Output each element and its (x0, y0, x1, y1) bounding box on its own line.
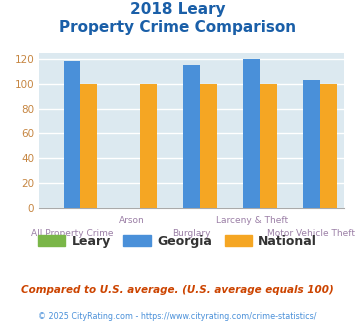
Bar (320, 84, 337, 208)
Text: Motor Vehicle Theft: Motor Vehicle Theft (267, 229, 355, 238)
Text: © 2025 CityRating.com - https://www.cityrating.com/crime-statistics/: © 2025 CityRating.com - https://www.city… (38, 312, 317, 321)
Text: All Property Crime: All Property Crime (31, 229, 113, 238)
Text: Compared to U.S. average. (U.S. average equals 100): Compared to U.S. average. (U.S. average … (21, 285, 334, 295)
Bar (303, 80, 320, 208)
Text: Burglary: Burglary (173, 229, 211, 238)
Text: Larceny & Theft: Larceny & Theft (215, 216, 288, 225)
Text: Arson: Arson (119, 216, 145, 225)
Bar (183, 65, 200, 208)
Text: Property Crime Comparison: Property Crime Comparison (59, 20, 296, 35)
Bar (80, 84, 97, 208)
Legend: Leary, Georgia, National: Leary, Georgia, National (33, 230, 322, 253)
Bar (200, 84, 217, 208)
Bar (64, 61, 80, 208)
Bar (243, 59, 260, 208)
Bar (260, 84, 277, 208)
Bar (140, 84, 157, 208)
Text: 2018 Leary: 2018 Leary (130, 2, 225, 16)
